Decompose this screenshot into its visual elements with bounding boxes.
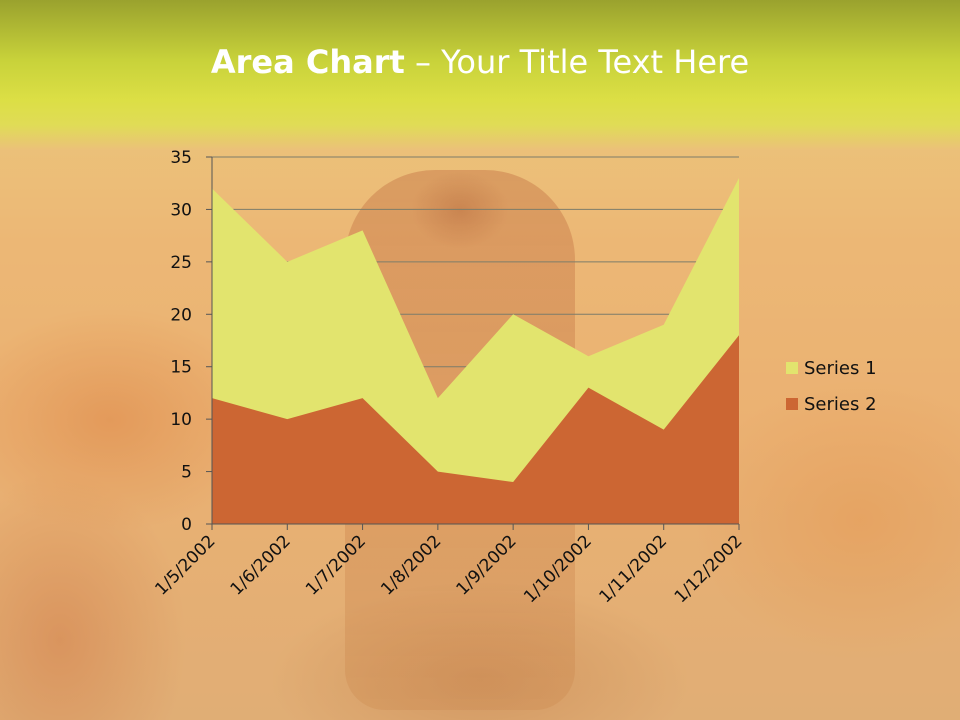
x-tick-label: 1/5/2002 — [151, 531, 219, 599]
legend-swatch-series-2 — [786, 398, 798, 410]
area-series-2 — [212, 335, 739, 524]
slide-title-bold: Area Chart — [210, 43, 405, 81]
x-tick-label: 1/10/2002 — [520, 531, 596, 607]
x-tick-label: 1/7/2002 — [302, 531, 370, 599]
slide-title: Area Chart – Your Title Text Here — [0, 40, 960, 84]
chart-areas — [212, 177, 739, 524]
legend-label-series-2: Series 2 — [804, 394, 877, 415]
y-tick-label: 25 — [170, 253, 192, 273]
y-tick-label: 0 — [181, 515, 192, 535]
slide-title-rest: – Your Title Text Here — [404, 43, 750, 81]
y-tick-label: 30 — [170, 200, 192, 220]
title-band — [0, 0, 960, 150]
x-tick-label: 1/12/2002 — [671, 531, 747, 607]
x-tick-label: 1/11/2002 — [595, 531, 671, 607]
y-tick-label: 15 — [170, 358, 192, 378]
legend-label-series-1: Series 1 — [804, 358, 877, 379]
x-tick-label: 1/6/2002 — [227, 531, 295, 599]
y-tick-label: 35 — [170, 148, 192, 168]
x-tick-label: 1/8/2002 — [377, 531, 445, 599]
legend-swatch-series-1 — [786, 362, 798, 374]
y-tick-label: 10 — [170, 410, 192, 430]
y-tick-label: 5 — [181, 463, 192, 483]
y-tick-label: 20 — [170, 305, 192, 325]
x-tick-label: 1/9/2002 — [453, 531, 521, 599]
chart-legend: Series 1 Series 2 — [786, 358, 877, 415]
